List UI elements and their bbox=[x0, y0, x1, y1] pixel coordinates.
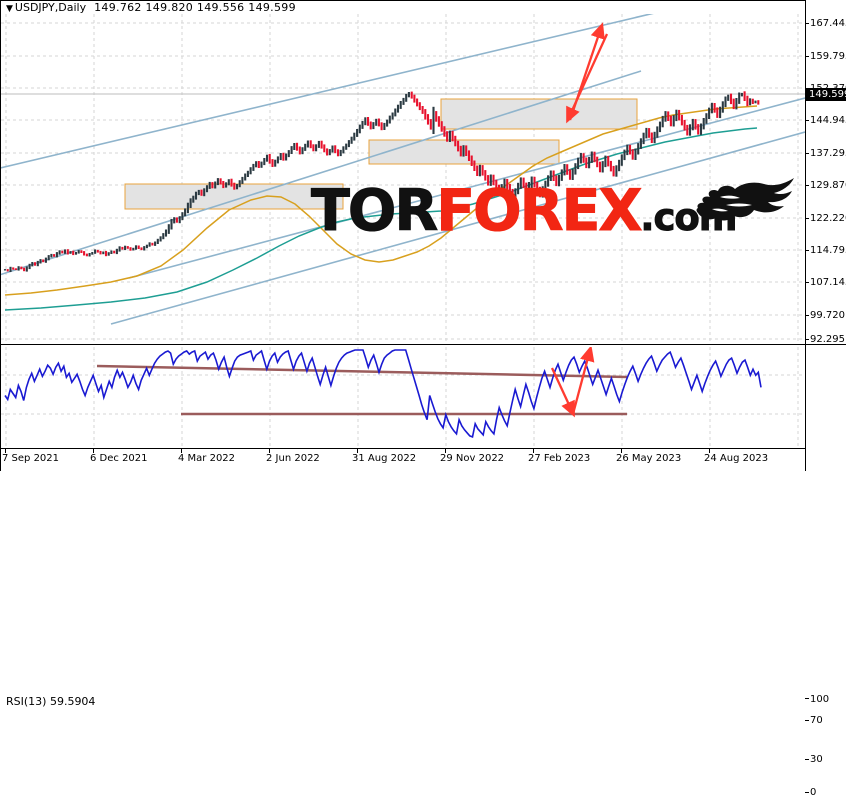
price-plot-area[interactable] bbox=[1, 14, 805, 343]
panel-divider-top bbox=[0, 344, 846, 345]
price-tick-5: 129.870 bbox=[810, 180, 846, 191]
price-tick-3: 144.945 bbox=[810, 115, 846, 126]
rsi-horizontal-gridlines bbox=[1, 374, 805, 415]
torforex-watermark: TORFOREX.com bbox=[310, 182, 737, 246]
price-tick-9: 99.720 bbox=[810, 310, 845, 321]
date-tick-4: 31 Aug 2022 bbox=[352, 453, 417, 464]
rsi-projection-arrows bbox=[550, 347, 595, 418]
ma-slow-line bbox=[4, 127, 758, 311]
bullish-target-arrow bbox=[568, 22, 605, 121]
frame-top bbox=[0, 0, 806, 1]
channel-upper-outer bbox=[1, 14, 654, 169]
rsi-label: RSI(13) 59.5904 bbox=[6, 695, 96, 708]
channel-trendlines bbox=[1, 14, 805, 325]
date-tick-3: 2 Jun 2022 bbox=[266, 453, 320, 464]
current-price-badge: 149.599 bbox=[806, 88, 846, 101]
rsi-resistance-trendline bbox=[96, 364, 628, 379]
collapse-caret-icon[interactable]: ▼ bbox=[6, 4, 13, 14]
rsi-tick-1: 70 bbox=[810, 715, 823, 726]
rsi-tick-3: 0 bbox=[810, 787, 817, 798]
date-tick-2: 4 Mar 2022 bbox=[178, 453, 236, 464]
channel-upper-mid bbox=[1, 70, 642, 276]
price-tick-7: 114.795 bbox=[810, 245, 846, 256]
ma-fast-line bbox=[4, 105, 758, 296]
rsi-line bbox=[4, 349, 762, 438]
chart-header: ▼ USDJPY,Daily 149.762 149.820 149.556 149… bbox=[6, 1, 296, 14]
date-tick-7: 26 May 2023 bbox=[616, 453, 682, 464]
date-tick-6: 27 Feb 2023 bbox=[528, 453, 591, 464]
price-candlesticks bbox=[3, 91, 760, 272]
rsi-tick-0: 100 bbox=[810, 694, 830, 705]
watermark-tor: TOR bbox=[310, 178, 438, 244]
frame-bottom bbox=[0, 448, 806, 449]
frame-right bbox=[805, 0, 806, 471]
date-tick-0: 7 Sep 2021 bbox=[2, 453, 60, 464]
price-projection-arrows bbox=[566, 22, 609, 124]
channel-lower-outer bbox=[110, 131, 805, 325]
watermark-forex: FOREX bbox=[436, 178, 643, 244]
date-tick-5: 29 Nov 2022 bbox=[440, 453, 505, 464]
date-tick-1: 6 Dec 2021 bbox=[90, 453, 148, 464]
rsi-chart-svg bbox=[1, 347, 805, 448]
rsi-plot-area[interactable] bbox=[1, 347, 805, 448]
bull-logo-icon bbox=[690, 175, 800, 227]
rsi-tick-2: 30 bbox=[810, 754, 823, 765]
price-tick-1: 159.795 bbox=[810, 51, 846, 62]
rsi-vertical-gridlines bbox=[5, 347, 799, 448]
price-tick-8: 107.145 bbox=[810, 277, 846, 288]
rsi-rebound-arrow bbox=[571, 347, 595, 415]
date-tick-8: 24 Aug 2023 bbox=[704, 453, 769, 464]
rsi-decline-arrow bbox=[550, 367, 575, 418]
price-chart-svg bbox=[1, 14, 805, 343]
rsi-indicator-panel[interactable]: RSI(13) 59.5904 100 70 30 0 bbox=[0, 346, 846, 798]
price-chart-panel[interactable]: ▼ USDJPY,Daily 149.762 149.820 149.556 149… bbox=[0, 0, 846, 345]
symbol-timeframe-label: USDJPY,Daily bbox=[14, 1, 87, 14]
price-tick-6: 122.220 bbox=[810, 213, 846, 224]
ohlc-quotes-label: 149.762 149.820 149.556 149.599 bbox=[94, 1, 296, 14]
price-tick-4: 137.295 bbox=[810, 148, 846, 159]
frame-left bbox=[0, 0, 1, 471]
price-tick-0: 167.445 bbox=[810, 18, 846, 29]
price-tick-10: 92.295 bbox=[810, 334, 845, 345]
